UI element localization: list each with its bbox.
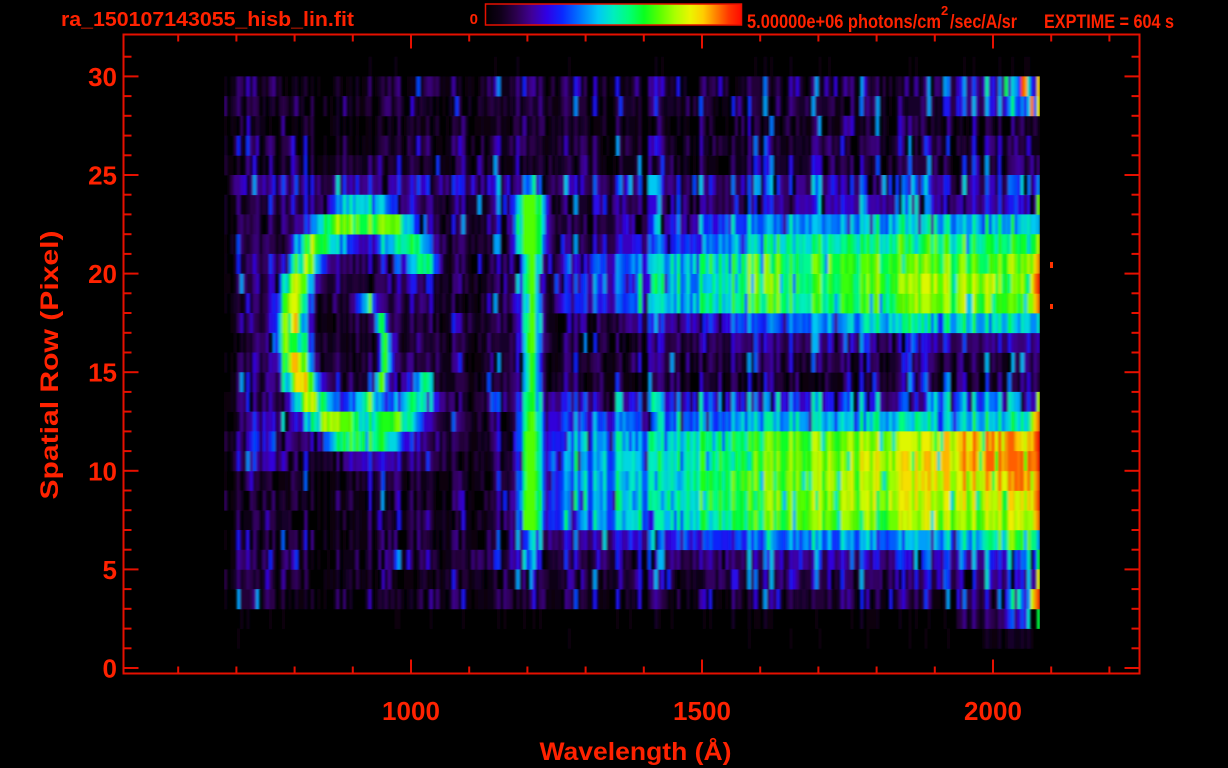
svg-text:5.00000e+06 photons/cm: 5.00000e+06 photons/cm — [747, 12, 941, 33]
svg-text:Spatial Row (Pixel): Spatial Row (Pixel) — [36, 231, 64, 500]
svg-text:20: 20 — [88, 259, 117, 289]
svg-text:0: 0 — [470, 11, 478, 28]
svg-text:25: 25 — [88, 161, 117, 191]
svg-text:1500: 1500 — [673, 696, 731, 726]
svg-text:5: 5 — [103, 555, 117, 585]
svg-text:15: 15 — [88, 358, 117, 388]
svg-text:30: 30 — [88, 62, 117, 92]
svg-text:Wavelength (Å): Wavelength (Å) — [540, 737, 732, 766]
svg-text:2: 2 — [941, 3, 948, 18]
svg-text:0: 0 — [103, 654, 117, 684]
svg-text:2000: 2000 — [964, 696, 1022, 726]
svg-text:ra_150107143055_hisb_lin.fit: ra_150107143055_hisb_lin.fit — [61, 9, 354, 31]
svg-text:/sec/A/sr: /sec/A/sr — [950, 12, 1017, 33]
svg-text:EXPTIME = 604 s: EXPTIME = 604 s — [1044, 12, 1174, 33]
svg-text:10: 10 — [88, 456, 117, 486]
svg-text:1000: 1000 — [382, 696, 440, 726]
